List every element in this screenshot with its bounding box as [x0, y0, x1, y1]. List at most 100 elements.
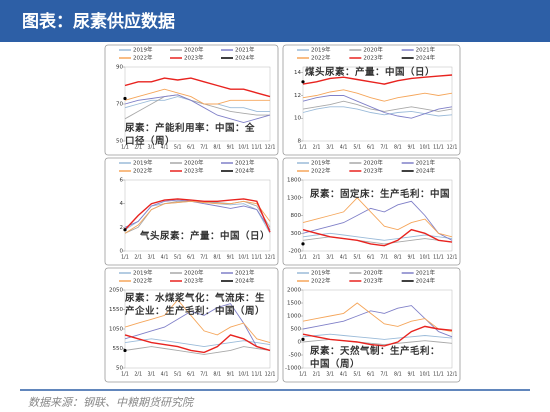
series-line: [124, 334, 271, 354]
legend-label: 2021年: [235, 46, 255, 54]
x-tick-label: 4/1: [161, 255, 169, 261]
y-tick-label: 500: [291, 327, 302, 333]
y-tick-label: 1500: [287, 301, 301, 307]
y-tick-label: 4: [120, 201, 124, 207]
series-line: [302, 236, 453, 245]
chart-frame: [282, 267, 461, 383]
x-tick-label: 7/1: [380, 145, 388, 151]
y-tick-label: 800: [291, 213, 302, 219]
series-line: [302, 197, 453, 238]
y-tick-label: 8: [298, 139, 302, 145]
legend-label: 2021年: [235, 269, 255, 277]
x-tick-label: 6/1: [367, 255, 375, 261]
x-tick-label: 11/1: [251, 145, 262, 151]
x-tick-label: 4/1: [340, 372, 348, 378]
x-tick-label: 3/1: [326, 255, 334, 261]
x-tick-label: 5/1: [353, 255, 361, 261]
x-tick-label: 4/1: [161, 372, 169, 378]
x-tick-label: 8/1: [213, 145, 221, 151]
x-tick-label: 3/1: [147, 255, 155, 261]
series-line: [124, 346, 271, 355]
x-tick-label: 7/1: [200, 372, 208, 378]
legend-label: 2022年: [133, 54, 153, 62]
legend-label: 2021年: [416, 269, 436, 277]
legend-label: 2023年: [184, 54, 204, 62]
x-tick-label: 3/1: [147, 372, 155, 378]
legend-label: 2022年: [311, 167, 331, 175]
chart-frame: [104, 157, 279, 266]
y-tick-label: 14: [294, 70, 301, 76]
y-tick-label: 2050: [109, 288, 123, 294]
chart-frame: [282, 44, 461, 156]
x-tick-label: 11/1: [433, 145, 444, 151]
legend-label: 2024年: [235, 277, 255, 285]
x-tick-label: 6/1: [367, 372, 375, 378]
page-title: 图表：尿素供应数据: [22, 11, 175, 32]
x-tick-label: 7/1: [200, 255, 208, 261]
chart-annotation: 气头尿素：产量：中国（日）: [140, 231, 271, 242]
x-tick-label: 2/1: [313, 255, 321, 261]
y-tick-label: 90: [116, 65, 123, 71]
x-tick-label: 1/1: [299, 372, 307, 378]
x-tick-label: 5/1: [174, 145, 182, 151]
legend-label: 2021年: [416, 159, 436, 167]
plot-area: [302, 66, 453, 142]
series-line: [302, 100, 453, 112]
legend-label: 2020年: [363, 46, 383, 54]
legend-label: 2024年: [235, 167, 255, 175]
x-tick-label: 12/1: [265, 145, 276, 151]
chart-annotation: 煤头尿素：产量：中国（日）: [305, 67, 436, 78]
x-tick-label: 10/1: [238, 372, 249, 378]
y-tick-label: 50: [116, 139, 123, 145]
x-tick-label: 9/1: [407, 145, 415, 151]
y-tick-label: 10: [294, 116, 301, 122]
y-tick-label: 70: [116, 102, 123, 108]
series-line: [124, 94, 270, 120]
x-tick-label: 10/1: [238, 145, 249, 151]
legend-label: 2020年: [363, 269, 383, 277]
series-point: [301, 337, 305, 341]
x-tick-label: 8/1: [394, 255, 402, 261]
x-tick-label: 3/1: [326, 372, 334, 378]
y-tick-label: 1000: [287, 314, 301, 320]
chart-frame: [104, 44, 279, 156]
legend-label: 2023年: [184, 167, 204, 175]
x-tick-label: 2/1: [134, 372, 142, 378]
x-tick-label: 1/1: [299, 145, 307, 151]
x-tick-label: 5/1: [353, 372, 361, 378]
header-bar: [0, 0, 550, 42]
legend-label: 2021年: [235, 159, 255, 167]
legend-label: 2020年: [184, 159, 204, 167]
x-tick-label: 3/1: [326, 145, 334, 151]
y-tick-label: 1050: [109, 327, 123, 333]
x-tick-label: 12/1: [265, 255, 276, 261]
x-tick-label: 10/1: [420, 372, 431, 378]
series-line: [302, 302, 453, 333]
x-tick-label: 4/1: [340, 255, 348, 261]
y-tick-label: 1800: [287, 178, 301, 184]
x-tick-label: 9/1: [227, 372, 235, 378]
x-tick-label: 1/1: [299, 255, 307, 261]
x-tick-label: 10/1: [420, 145, 431, 151]
y-tick-label: 0: [298, 340, 302, 346]
x-tick-label: 12/1: [447, 145, 458, 151]
legend-label: 2024年: [416, 167, 436, 175]
y-tick-label: 0: [120, 249, 124, 255]
series-line: [124, 299, 271, 344]
x-tick-label: 8/1: [213, 372, 221, 378]
x-tick-label: 1/1: [121, 145, 129, 151]
x-tick-label: 12/1: [447, 255, 458, 261]
legend-label: 2020年: [363, 159, 383, 167]
plot-area: [124, 179, 271, 252]
legend-label: 2019年: [133, 46, 153, 54]
series-line: [124, 94, 271, 123]
legend-label: 2020年: [184, 46, 204, 54]
y-tick-label: 2: [120, 225, 124, 231]
x-tick-label: 2/1: [134, 255, 142, 261]
series-line: [302, 232, 453, 241]
y-tick-label: 6: [120, 178, 124, 184]
x-tick-label: 10/1: [420, 255, 431, 261]
x-tick-label: 11/1: [251, 255, 262, 261]
legend-label: 2023年: [184, 277, 204, 285]
